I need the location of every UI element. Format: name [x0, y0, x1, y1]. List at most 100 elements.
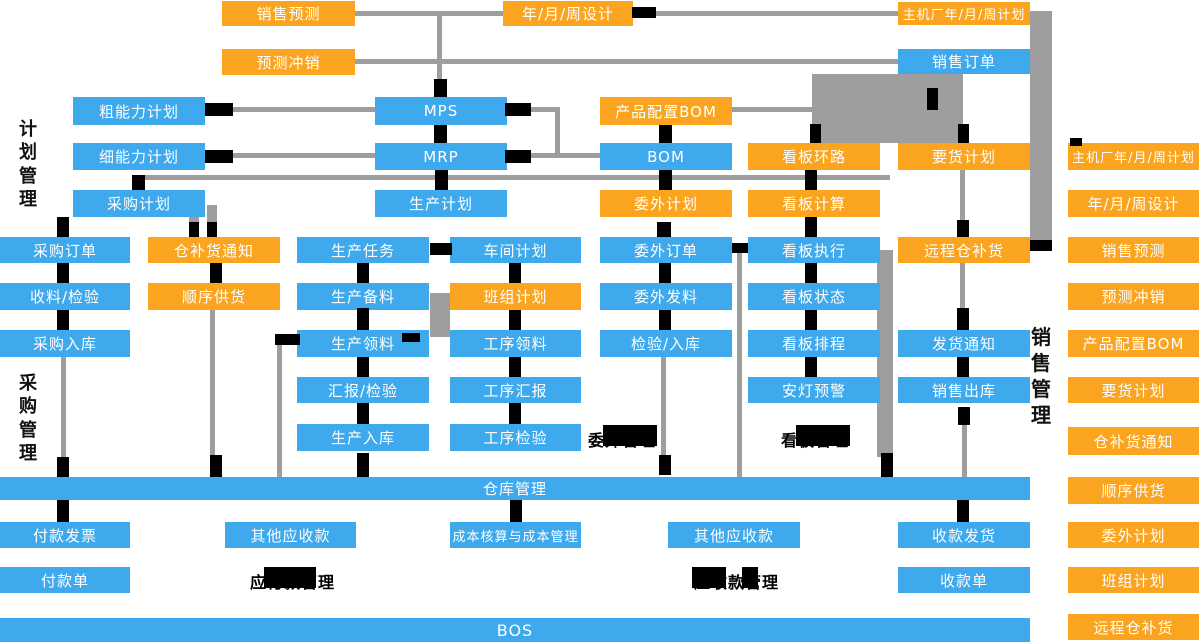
- black-connector: [205, 103, 233, 116]
- black-connector: [357, 263, 369, 283]
- black-connector: [435, 170, 448, 190]
- legend-remote-replenish: 远程仓补货: [1068, 614, 1199, 640]
- mps: MPS: [375, 97, 507, 125]
- process-report: 工序汇报: [450, 377, 581, 403]
- black-connector: [659, 170, 672, 190]
- gray-connector: [355, 11, 503, 16]
- black-connector: [132, 175, 145, 190]
- report-inspection: 汇报/检验: [297, 377, 429, 403]
- black-connector: [509, 403, 521, 424]
- black-connector: [659, 310, 671, 330]
- payables-mgmt-label-cover: [264, 567, 316, 588]
- black-connector: [505, 150, 531, 163]
- black-connector: [210, 263, 222, 283]
- gray-connector: [960, 170, 965, 222]
- gray-connector: [531, 107, 559, 112]
- kanban-status: 看板状态: [748, 283, 880, 310]
- black-connector: [659, 263, 671, 283]
- black-connector: [57, 310, 69, 330]
- gray-connector: [437, 13, 442, 79]
- black-connector: [189, 222, 199, 237]
- legend-replenish-notice: 仓补货通知: [1068, 427, 1199, 455]
- purchase-inbound: 采购入库: [0, 330, 130, 357]
- black-connector: [805, 263, 817, 283]
- black-connector: [434, 79, 447, 97]
- warehouse-mgmt-bar: 仓库管理: [0, 477, 1030, 500]
- receivables-mgmt-label-cover: [692, 567, 726, 588]
- legend-sales-forecast: 销售预测: [1068, 237, 1199, 263]
- gray-connector: [207, 205, 217, 237]
- black-connector: [357, 403, 369, 424]
- black-connector: [958, 124, 969, 143]
- process-picking: 工序领料: [450, 330, 581, 357]
- outsourcing-order: 委外订单: [600, 237, 732, 263]
- kanban-execute: 看板执行: [748, 237, 880, 263]
- kanban-calc: 看板计算: [748, 190, 880, 217]
- black-connector: [57, 217, 69, 237]
- gray-connector: [430, 293, 450, 337]
- black-connector: [210, 455, 222, 477]
- replenish-notice: 仓补货通知: [148, 237, 280, 263]
- black-connector: [927, 88, 938, 110]
- black-connector: [205, 150, 233, 163]
- bos-bar: BOS: [0, 618, 1030, 642]
- sales-order: 销售订单: [898, 49, 1030, 74]
- black-connector: [805, 357, 817, 377]
- gray-connector: [737, 250, 742, 477]
- black-connector: [958, 407, 970, 425]
- black-connector: [509, 310, 521, 330]
- product-config-bom: 产品配置BOM: [600, 97, 732, 125]
- andon-warning: 安灯预警: [748, 377, 880, 403]
- black-connector: [957, 500, 969, 522]
- sales-outbound: 销售出库: [898, 377, 1030, 403]
- purchase-mgmt-vlabel: 采 购 管 理: [19, 373, 37, 465]
- gray-connector: [233, 153, 375, 158]
- sales-mgmt-vlabel: 销 售 管 理: [1031, 325, 1051, 427]
- production-plan: 生产计划: [375, 190, 507, 217]
- outsourcing-plan: 委外计划: [600, 190, 732, 217]
- black-connector: [632, 7, 656, 18]
- gray-connector: [277, 344, 282, 477]
- bom: BOM: [600, 143, 732, 170]
- gray-connector: [555, 107, 560, 157]
- black-connector: [957, 357, 969, 377]
- rough-capacity-plan: 粗能力计划: [73, 97, 205, 125]
- black-connector: [1070, 138, 1082, 146]
- production-task: 生产任务: [297, 237, 429, 263]
- kanban-schedule: 看板排程: [748, 330, 880, 357]
- shipping-notice: 发货通知: [898, 330, 1030, 357]
- team-plan: 班组计划: [450, 283, 581, 310]
- black-connector: [357, 308, 369, 330]
- black-connector: [275, 334, 300, 345]
- black-connector: [810, 124, 821, 143]
- sales-forecast: 销售预测: [222, 1, 355, 26]
- remote-replenish: 远程仓补货: [898, 237, 1030, 263]
- black-connector: [657, 222, 671, 237]
- outsourcing-issue: 委外发料: [600, 283, 732, 310]
- gray-connector: [650, 11, 898, 16]
- inspection-inbound: 检验/入库: [600, 330, 732, 357]
- legend-delivery-plan: 要货计划: [1068, 377, 1199, 403]
- gray-connector: [877, 250, 893, 457]
- gray-connector: [661, 357, 666, 457]
- legend-ymw-design: 年/月/周设计: [1068, 190, 1199, 217]
- payment-slip: 付款单: [0, 567, 130, 593]
- black-connector: [430, 243, 452, 255]
- black-connector: [57, 263, 69, 283]
- legend-oem-ymw-plan: 主机厂年/月/周计划: [1068, 143, 1199, 170]
- legend-product-config-bom: 产品配置BOM: [1068, 330, 1199, 357]
- black-connector: [357, 453, 369, 477]
- gray-connector: [962, 423, 967, 477]
- gray-connector: [228, 107, 375, 112]
- black-connector: [881, 453, 893, 477]
- black-connector: [357, 357, 369, 377]
- gray-connector: [210, 310, 215, 457]
- production-inbound: 生产入库: [297, 424, 429, 451]
- process-inspection: 工序检验: [450, 424, 581, 451]
- other-receivables-left: 其他应收款: [225, 522, 356, 548]
- black-connector: [510, 500, 522, 522]
- black-connector: [57, 457, 69, 477]
- black-connector: [805, 217, 817, 237]
- receiving-inspection: 收料/检验: [0, 283, 130, 310]
